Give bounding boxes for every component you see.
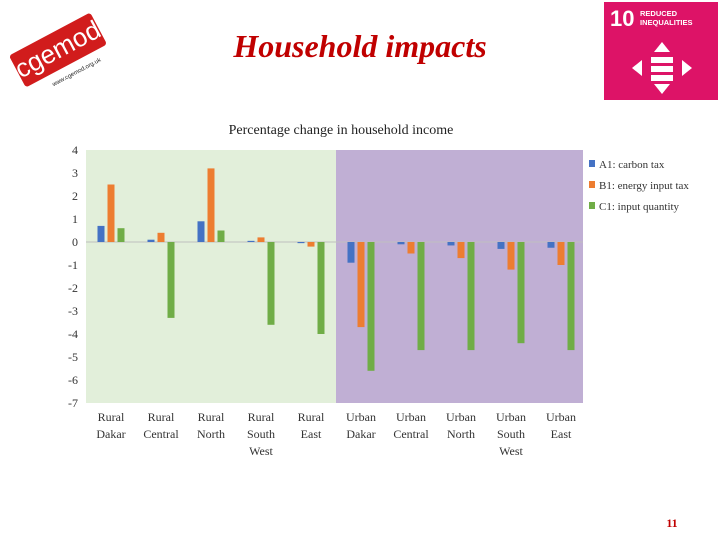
y-tick-label: -1 xyxy=(68,258,78,272)
y-tick-label: 4 xyxy=(72,143,78,157)
bar-1-3 xyxy=(197,221,205,242)
legend-swatch xyxy=(589,160,595,167)
bar-3-4 xyxy=(267,242,275,325)
x-category-label: Urban East xyxy=(546,410,576,441)
bar-3-3 xyxy=(217,230,225,242)
bar-3-7 xyxy=(417,242,425,351)
x-category-label: Rural North xyxy=(197,410,225,441)
household-income-chart: Percentage change in household income 4 3… xyxy=(68,123,689,458)
y-tick-label: -7 xyxy=(68,396,78,410)
bar-1-4 xyxy=(247,240,255,242)
bar-3-6 xyxy=(367,242,375,371)
x-category-label: Urban North xyxy=(446,410,476,441)
bar-2-10 xyxy=(557,242,565,265)
sdg-label: REDUCED INEQUALITIES xyxy=(640,9,693,27)
cgemod-logo: cgemod www.cgemod.org.uk xyxy=(9,13,107,89)
x-category-label: Rural Central xyxy=(143,410,179,441)
logo-red-band xyxy=(9,13,107,87)
x-category-label: Urban Dakar xyxy=(346,410,376,441)
bar-1-10 xyxy=(547,242,555,248)
bar-3-10 xyxy=(567,242,575,351)
legend-label: B1: energy input tax xyxy=(599,180,689,192)
page-number: 11 xyxy=(666,516,678,530)
slide-title: Household impacts xyxy=(233,28,487,64)
bar-2-8 xyxy=(457,242,465,259)
legend-label: C1: input quantity xyxy=(599,201,680,213)
chart-legend: A1: carbon tax B1: energy input tax C1: in… xyxy=(589,159,689,213)
y-tick-label: 3 xyxy=(72,166,78,180)
y-tick-label: 2 xyxy=(72,189,78,203)
bar-2-5 xyxy=(307,242,315,247)
bar-1-9 xyxy=(497,242,505,249)
bar-1-1 xyxy=(97,225,105,242)
x-category-label: Urban Central xyxy=(393,410,429,441)
bar-2-3 xyxy=(207,168,215,242)
x-category-label: Rural South West xyxy=(247,410,275,458)
bar-1-2 xyxy=(147,239,155,242)
bar-2-9 xyxy=(507,242,515,270)
reduced-inequalities-icon xyxy=(632,42,692,94)
bar-3-9 xyxy=(517,242,525,344)
bar-3-8 xyxy=(467,242,475,351)
bar-1-6 xyxy=(347,242,355,263)
legend-label: A1: carbon tax xyxy=(599,159,665,171)
bar-1-5 xyxy=(297,242,305,244)
chart-background-regions xyxy=(86,150,583,403)
x-category-label: Rural Dakar xyxy=(96,410,125,441)
y-tick-label: -3 xyxy=(68,304,78,318)
sdg-badge: 10 REDUCED INEQUALITIES xyxy=(604,2,718,100)
y-tick-label: 1 xyxy=(72,212,78,226)
x-category-label: Urban South West xyxy=(496,410,526,458)
x-category-label: Rural East xyxy=(298,410,325,441)
bar-2-4 xyxy=(257,237,265,242)
x-tick-labels: Rural Dakar Rural Central Rural North Rural Sou… xyxy=(96,410,576,458)
y-tick-label: -5 xyxy=(68,350,78,364)
chart-bars xyxy=(97,168,575,371)
y-tick-labels: 4 3 2 1 0 -1 -2 -3 -4 -5 -6 -7 xyxy=(68,143,78,410)
bar-2-1 xyxy=(107,184,115,242)
sdg-number: 10 xyxy=(610,6,635,31)
legend-swatch xyxy=(589,202,595,209)
y-tick-label: -6 xyxy=(68,373,78,387)
y-tick-label: 0 xyxy=(72,235,78,249)
bar-1-7 xyxy=(397,242,405,245)
legend-swatch xyxy=(589,181,595,188)
bar-3-1 xyxy=(117,228,125,242)
bar-3-5 xyxy=(317,242,325,334)
y-tick-label: -2 xyxy=(68,281,78,295)
chart-title: Percentage change in household income xyxy=(229,123,454,138)
bar-3-2 xyxy=(167,242,175,318)
bar-2-7 xyxy=(407,242,415,254)
bar-2-2 xyxy=(157,232,165,242)
y-tick-label: -4 xyxy=(68,327,78,341)
urban-region-background xyxy=(336,150,583,403)
bar-1-8 xyxy=(447,242,455,246)
bar-2-6 xyxy=(357,242,365,328)
